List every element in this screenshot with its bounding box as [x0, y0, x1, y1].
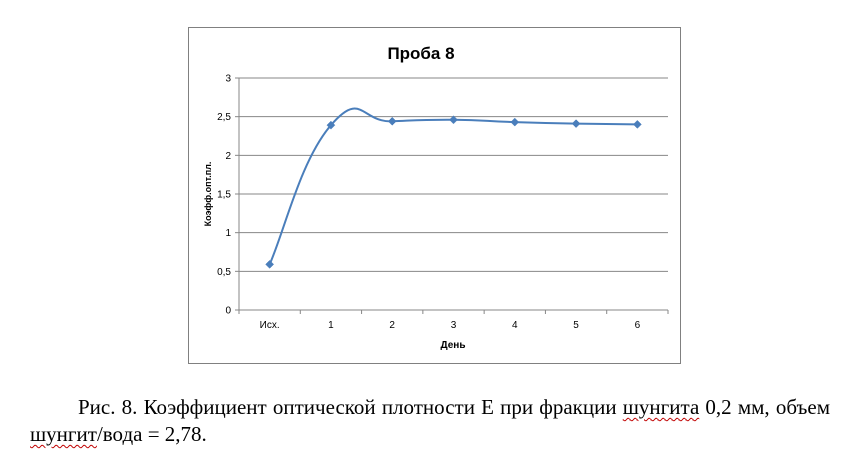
data-point-marker	[265, 260, 274, 269]
x-tick-label: 1	[328, 320, 334, 331]
line-chart: 0 0,5 1 1,5 2 2,5 3 Исх. 1 2 3 4 5 6 Проба 8 День Коэфф.…	[203, 44, 669, 351]
data-point-marker	[571, 119, 581, 128]
data-point-marker	[633, 120, 642, 129]
y-axis-label: Коэфф.опт.пл.	[203, 162, 213, 227]
y-tick-label: 1,5	[217, 190, 231, 201]
y-tick-label: 2,5	[217, 112, 231, 123]
chart-area: 0 0,5 1 1,5 2 2,5 3 Исх. 1 2 3 4 5 6 Проба 8 День Коэфф.…	[188, 27, 681, 364]
caption-spellcheck-word-1: шунгита	[622, 395, 700, 419]
caption-text-1: Рис. 8. Коэффициент оптической плотности…	[78, 395, 623, 419]
x-tick-label: 2	[389, 320, 395, 331]
y-tick-label: 0,5	[217, 267, 231, 278]
y-tick-label: 2	[225, 151, 231, 162]
caption-text-2: 0,2 мм, объем	[699, 395, 830, 419]
x-tick-label: 5	[573, 320, 579, 331]
data-point-marker	[326, 120, 336, 130]
data-point-marker	[387, 116, 397, 126]
y-tick-label: 3	[225, 74, 231, 85]
series-line	[268, 107, 638, 265]
caption-spellcheck-word-2: шунгит	[30, 422, 97, 446]
figure-caption: Рис. 8. Коэффициент оптической плотности…	[30, 394, 830, 448]
y-tick-label: 0	[225, 306, 231, 317]
x-tick-label: 6	[635, 320, 641, 331]
x-tick-label: 3	[451, 320, 457, 331]
chart-title: Проба 8	[387, 44, 454, 63]
x-tick-label: 4	[512, 320, 518, 331]
data-point-marker	[510, 117, 520, 127]
y-tick-label: 1	[225, 228, 231, 239]
x-tick-label: Исх.	[260, 320, 280, 331]
caption-text-3: /вода = 2,78.	[96, 422, 207, 446]
data-point-marker	[449, 115, 458, 125]
x-axis-label: День	[441, 340, 466, 351]
